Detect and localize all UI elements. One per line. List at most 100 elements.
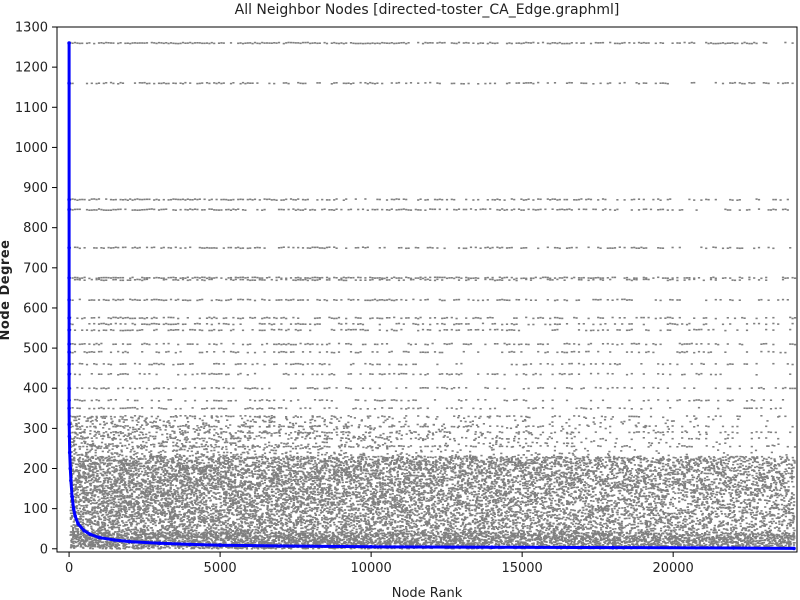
data-point bbox=[282, 199, 285, 201]
data-point bbox=[97, 541, 100, 544]
data-point bbox=[160, 247, 163, 249]
data-point bbox=[126, 529, 129, 531]
data-point bbox=[131, 209, 134, 211]
data-point bbox=[465, 198, 468, 201]
data-point bbox=[208, 373, 211, 376]
data-point bbox=[193, 276, 197, 279]
data-point bbox=[546, 198, 549, 200]
data-point bbox=[551, 373, 554, 376]
data-point bbox=[388, 298, 391, 301]
data-point bbox=[457, 329, 461, 331]
data-point bbox=[697, 373, 701, 376]
data-point bbox=[793, 317, 797, 319]
data-point bbox=[127, 519, 130, 522]
data-point bbox=[513, 351, 516, 353]
data-point bbox=[325, 279, 329, 281]
data-point bbox=[124, 460, 127, 463]
data-point bbox=[357, 323, 360, 325]
data-point bbox=[412, 322, 415, 325]
data-point bbox=[659, 329, 662, 332]
data-point bbox=[743, 363, 746, 365]
data-point bbox=[407, 407, 410, 409]
data-point bbox=[301, 363, 305, 366]
data-point bbox=[79, 536, 82, 538]
data-point bbox=[165, 426, 168, 428]
data-point bbox=[73, 398, 77, 401]
data-point bbox=[311, 343, 314, 345]
data-point bbox=[738, 247, 741, 250]
data-point bbox=[112, 504, 115, 506]
data-point bbox=[745, 209, 749, 211]
data-point bbox=[774, 387, 777, 389]
data-point bbox=[714, 373, 717, 376]
data-point bbox=[217, 445, 221, 448]
data-point bbox=[73, 198, 77, 201]
data-point bbox=[121, 501, 124, 504]
data-point bbox=[438, 276, 441, 279]
data-point bbox=[685, 431, 689, 434]
data-point bbox=[91, 457, 95, 459]
data-point bbox=[333, 199, 336, 201]
data-point bbox=[77, 422, 80, 424]
data-point bbox=[330, 415, 333, 417]
data-point bbox=[101, 534, 104, 536]
data-point bbox=[688, 198, 691, 201]
data-point bbox=[75, 487, 78, 490]
data-point bbox=[196, 343, 199, 346]
data-point bbox=[568, 247, 571, 249]
data-point bbox=[765, 328, 768, 331]
data-point bbox=[577, 351, 581, 353]
data-point bbox=[201, 247, 204, 249]
data-point bbox=[234, 278, 237, 281]
data-point bbox=[125, 510, 128, 512]
data-point bbox=[393, 42, 396, 45]
data-point bbox=[546, 246, 549, 249]
data-point bbox=[767, 209, 770, 211]
data-point bbox=[203, 437, 206, 440]
data-point bbox=[301, 209, 305, 211]
data-point bbox=[70, 464, 74, 466]
data-point bbox=[301, 351, 305, 353]
data-point bbox=[246, 82, 249, 84]
data-point bbox=[306, 277, 309, 279]
data-point bbox=[508, 82, 511, 84]
data-point bbox=[78, 484, 82, 486]
data-point bbox=[597, 42, 600, 44]
data-point bbox=[717, 343, 720, 346]
data-point bbox=[285, 372, 288, 375]
data-point bbox=[87, 519, 90, 522]
data-point bbox=[604, 416, 607, 418]
data-point bbox=[75, 530, 78, 533]
data-point bbox=[99, 456, 102, 458]
data-point bbox=[424, 299, 427, 301]
data-point bbox=[683, 351, 686, 354]
data-point bbox=[239, 445, 242, 448]
data-point bbox=[455, 298, 458, 301]
data-point bbox=[111, 466, 114, 468]
data-point bbox=[736, 42, 739, 45]
data-point bbox=[333, 351, 336, 354]
data-point bbox=[172, 209, 175, 211]
data-point bbox=[702, 323, 705, 326]
data-point bbox=[371, 42, 374, 44]
data-point bbox=[109, 547, 112, 550]
data-point bbox=[179, 208, 182, 211]
data-point bbox=[239, 247, 242, 250]
data-point bbox=[726, 343, 729, 345]
data-point bbox=[210, 198, 213, 201]
data-point bbox=[141, 407, 144, 409]
data-point bbox=[184, 208, 187, 211]
data-point bbox=[697, 399, 701, 401]
data-point bbox=[103, 463, 106, 465]
data-point bbox=[105, 299, 108, 301]
data-point bbox=[726, 437, 729, 440]
data-point bbox=[125, 472, 128, 475]
data-point bbox=[489, 415, 492, 418]
data-point bbox=[94, 466, 97, 469]
data-point bbox=[108, 542, 112, 545]
data-point bbox=[103, 508, 106, 510]
data-point bbox=[390, 431, 393, 434]
data-point bbox=[75, 419, 78, 422]
data-point bbox=[556, 199, 559, 201]
data-point bbox=[378, 247, 381, 249]
